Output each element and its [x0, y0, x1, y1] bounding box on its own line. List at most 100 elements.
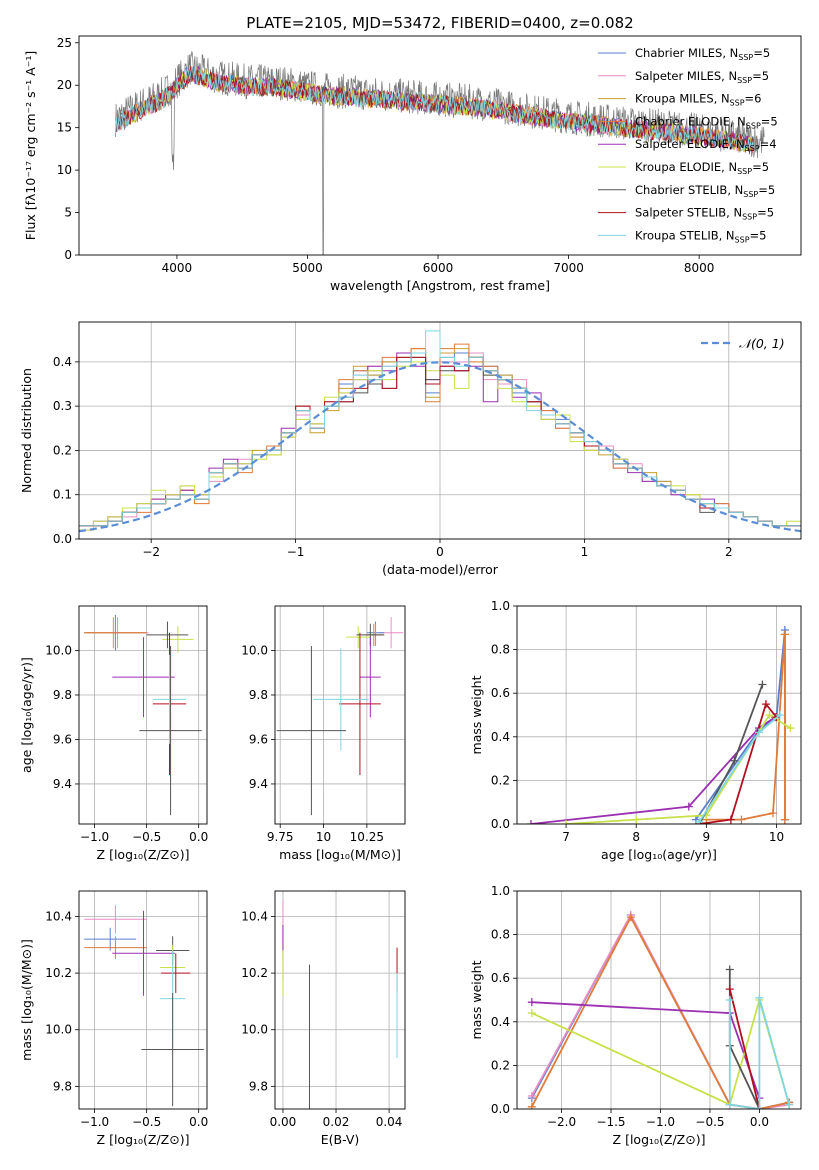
weight-marker [527, 1091, 536, 1100]
mass_vs_ebv-panel: 0.00 0.02 0.04 9.8 10.0 10.2 10.4 E(B-V) [241, 890, 406, 1147]
x-axis-label: Z [log₁₀(Z/Z⊙)] [97, 847, 190, 862]
observed-spectrum [115, 51, 765, 255]
y-tick-label: 0.6 [491, 686, 510, 700]
legend-label: Salpeter MILES, NSSP=5 [635, 69, 769, 85]
mass_vs_Z-plot-area [84, 905, 204, 1107]
x-tick-label: 8000 [684, 261, 715, 275]
y-tick-label: 0.2 [53, 443, 72, 457]
x-tick-label: −1.0 [80, 1115, 109, 1129]
y-tick-label: 0.0 [491, 1102, 510, 1116]
weight-marker [562, 820, 571, 824]
spectrum-plot-area [115, 51, 765, 255]
y-tick-label: 0.2 [491, 773, 510, 787]
x-tick-label: 10 [769, 830, 784, 844]
mass_vs_Z-frame [78, 890, 208, 1110]
weight-marker [780, 630, 789, 639]
y-axis-label: mass [log₁₀(M/M⊙)] [19, 939, 34, 1061]
legend-label: 𝒩(0, 1) [739, 336, 785, 351]
weight-marker [527, 1102, 536, 1109]
weight-marker [527, 1009, 536, 1018]
y-tick-label: 0.1 [53, 488, 72, 502]
weight-marker [725, 965, 734, 974]
age_vs_Z-plot-area [84, 614, 202, 816]
weight-marker [730, 756, 739, 765]
y-tick-label: 0.8 [491, 643, 510, 657]
hist-legend: 𝒩(0, 1) [701, 336, 785, 351]
age_vs_mass-frame [274, 605, 406, 825]
weight-marker [761, 700, 770, 709]
x-tick-label: 0 [436, 545, 444, 559]
y-tick-label: 0.3 [53, 399, 72, 413]
weight-marker [758, 680, 767, 689]
weight-marker [725, 985, 734, 994]
x-tick-label: −0.5 [132, 830, 161, 844]
x-tick-label: 0.0 [189, 1115, 208, 1129]
spectrum-panel: 4000 5000 6000 7000 8000 0 5 10 15 20 25 wavelength… [23, 35, 802, 293]
figure-title: PLATE=2105, MJD=53472, FIBERID=0400, z=0… [246, 14, 633, 32]
weight-marker [755, 1105, 764, 1109]
residual_hist-frame [78, 321, 802, 540]
x-tick-label: −1.5 [596, 1115, 625, 1129]
y-tick-label: 10.0 [45, 643, 72, 657]
y-tick-label: 9.8 [53, 688, 72, 702]
y-axis-label: mass weight [469, 675, 484, 754]
y-tick-label: 9.4 [249, 777, 268, 791]
y-tick-label: 25 [57, 36, 72, 50]
x-tick-label: 2 [725, 545, 733, 559]
y-tick-label: 10.4 [241, 909, 268, 923]
x-axis-label: wavelength [Angstrom, rest frame] [330, 278, 550, 293]
model-spectrum-line [115, 66, 755, 154]
massweight_vs_Z-plot-area [527, 910, 794, 1109]
y-tick-label: 0.6 [491, 971, 510, 985]
mass_vs_Z-panel: −1.0 −0.5 0.0 9.8 10.0 10.2 10.4 Z [log₁₀(Z/Z⊙)… [19, 890, 208, 1147]
weight-line [728, 997, 790, 1109]
legend-label: Chabrier STELIB, NSSP=5 [635, 183, 775, 199]
y-tick-label: 0.8 [491, 928, 510, 942]
model-spectrum-line [115, 66, 755, 154]
x-tick-label: −2.0 [547, 1115, 576, 1129]
mass_vs_ebv-frame [274, 890, 406, 1110]
weight-marker [765, 711, 774, 719]
y-axis-label: mass weight [469, 960, 484, 1039]
weight-marker [785, 1100, 794, 1109]
y-tick-label: 10.0 [45, 1023, 72, 1037]
massweight_vs_age-frame [516, 605, 802, 825]
x-tick-label: 5000 [292, 261, 323, 275]
y-tick-label: 1.0 [491, 884, 510, 898]
weight-marker [737, 815, 746, 824]
weight-marker [726, 815, 735, 824]
weight-line [698, 684, 764, 824]
y-tick-label: 9.8 [53, 1079, 72, 1093]
x-tick-label: −0.5 [695, 1115, 724, 1129]
x-tick-label: 9 [703, 830, 711, 844]
x-tick-label: 0.0 [750, 1115, 769, 1129]
weight-marker [780, 815, 789, 824]
y-tick-label: 5 [64, 206, 72, 220]
y-tick-label: 0.0 [491, 817, 510, 831]
y-tick-label: 20 [57, 78, 72, 92]
x-axis-label: Z [log₁₀(Z/Z⊙)] [97, 1132, 190, 1147]
y-tick-label: 0.0 [53, 532, 72, 546]
x-tick-label: 4000 [162, 261, 193, 275]
x-tick-label: 7000 [553, 261, 584, 275]
legend-label: Chabrier MILES, NSSP=5 [635, 46, 770, 62]
mass_vs_ebv-plot-area [282, 899, 398, 1109]
x-tick-label: 7 [562, 830, 570, 844]
x-tick-label: 9.75 [267, 830, 294, 844]
y-tick-label: 9.6 [249, 732, 268, 746]
weight-marker [626, 913, 635, 922]
y-tick-label: 0.2 [491, 1058, 510, 1072]
massweight_vs_Z-panel: −2.0 −1.5 −1.0 −0.5 0.0 0.0 0.2 0.4 0.6 0.8 1.0 Z [… [469, 884, 802, 1147]
weight-marker [755, 993, 764, 1002]
normal-curve [79, 361, 801, 533]
massweight_vs_age-plot-area [527, 625, 795, 824]
y-tick-label: 15 [57, 121, 72, 135]
y-tick-label: 10 [57, 163, 72, 177]
x-axis-label: E(B-V) [321, 1132, 360, 1147]
weight-marker [725, 996, 734, 1004]
residual_hist-panel: −2 −1 0 1 2 0.0 0.1 0.2 0.3 0.4 (data-model)/error… [19, 321, 802, 577]
weight-line [531, 1001, 761, 1099]
y-tick-label: 10.0 [241, 643, 268, 657]
y-tick-label: 10.2 [241, 966, 268, 980]
